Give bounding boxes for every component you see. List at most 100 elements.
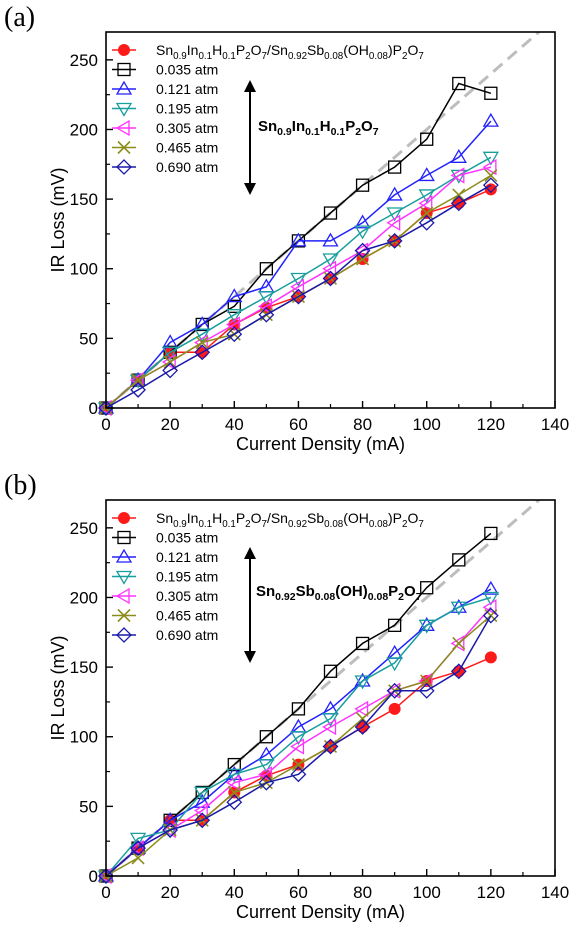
- data-point: [387, 160, 402, 174]
- data-point: [354, 214, 371, 229]
- text-span: In: [292, 118, 305, 135]
- data-point: [258, 758, 275, 773]
- x-axis-title: Current Density (mA): [236, 902, 405, 922]
- legend-label: 0.465 atm: [156, 608, 218, 624]
- legend-label: 0.465 atm: [156, 140, 218, 156]
- data-point: [162, 346, 179, 361]
- legend-marker: [116, 159, 132, 175]
- material-annotation: Sn0.9In0.1H0.1P2O7: [258, 118, 379, 138]
- legend-marker: [118, 44, 130, 56]
- text-span: Sn: [156, 510, 173, 526]
- data-point: [482, 599, 497, 616]
- data-point: [386, 207, 403, 222]
- data-point: [354, 225, 371, 240]
- text-span: /Sn: [267, 510, 288, 526]
- data-point: [420, 674, 434, 688]
- data-point: [452, 636, 466, 651]
- data-point: [227, 785, 241, 800]
- legend: Sn0.9In0.1H0.1P2O7/Sn0.92Sb0.08(OH0.08)P…: [112, 42, 424, 175]
- data-point: [386, 186, 403, 201]
- text-span: P: [236, 510, 245, 526]
- subscript-span: 0.1: [198, 51, 212, 62]
- legend-label: 0.305 atm: [156, 588, 218, 604]
- data-point: [258, 290, 275, 305]
- text-span: (OH): [335, 583, 368, 600]
- data-point: [322, 232, 339, 247]
- data-point: [194, 328, 211, 343]
- subscript-span: 2: [402, 519, 407, 530]
- text-span: O: [251, 510, 262, 526]
- data-point: [131, 851, 145, 865]
- text-span: (OH: [343, 42, 369, 58]
- data-point: [323, 206, 338, 220]
- subscript-span: 2: [245, 51, 250, 62]
- series-0.121-atm: [97, 112, 499, 414]
- data-point: [226, 309, 243, 323]
- data-point: [258, 306, 275, 323]
- data-point: [482, 177, 499, 194]
- data-point: [194, 786, 211, 801]
- data-point: [290, 731, 307, 746]
- data-point: [130, 840, 146, 857]
- text-span: (OH: [343, 510, 369, 526]
- subscript-span: 7: [373, 126, 379, 138]
- text-span: O: [407, 42, 418, 58]
- data-point: [484, 526, 498, 541]
- y-tick-label: 150: [70, 190, 98, 209]
- subscript-span: 7: [262, 51, 267, 62]
- y-tick-label: 200: [70, 120, 98, 139]
- x-tick-label: 0: [101, 883, 110, 902]
- data-point: [323, 664, 338, 678]
- text-span: )P: [388, 510, 402, 526]
- data-point: [322, 712, 339, 727]
- data-point: [418, 189, 435, 204]
- data-point: [226, 794, 243, 811]
- x-tick-label: 20: [161, 415, 180, 434]
- y-tick-label: 250: [70, 51, 98, 70]
- data-point: [291, 758, 305, 772]
- data-point: [194, 344, 211, 361]
- text-span: In: [187, 42, 199, 58]
- y-tick-label: 0: [89, 867, 98, 886]
- data-point: [450, 635, 465, 652]
- subscript-span: 2: [245, 519, 250, 530]
- chart-panel-a: (a) 0 20 40 60 80 100 120 140 0 50 100 150 200 250 Curr…: [4, 2, 569, 454]
- data-point: [354, 700, 369, 718]
- data-point: [258, 774, 275, 791]
- data-point: [322, 253, 339, 268]
- legend-label: 0.690 atm: [156, 159, 218, 175]
- series-0.690-atm: [98, 177, 499, 416]
- y-tick-label: 250: [70, 519, 98, 538]
- x-tick-label: 120: [477, 415, 505, 434]
- x-tick-label: 140: [541, 883, 569, 902]
- text-span: P: [236, 42, 245, 58]
- data-point: [290, 766, 307, 783]
- legend-marker: [115, 548, 133, 563]
- y-tick-label: 50: [79, 797, 98, 816]
- legend-label: 0.690 atm: [156, 627, 218, 643]
- data-point: [388, 702, 401, 715]
- subscript-span: 7: [418, 519, 423, 530]
- text-span: Sb: [307, 510, 324, 526]
- data-point: [420, 206, 434, 220]
- y-tick-label: 50: [79, 329, 98, 348]
- text-span: Sn: [156, 42, 173, 58]
- subscript-span: 0.08: [369, 519, 389, 530]
- legend-label: Sn0.9In0.1H0.1P2O7/Sn0.92Sb0.08(OH0.08)P…: [156, 510, 424, 530]
- panel-letter: (a): [4, 2, 35, 33]
- data-point: [418, 619, 435, 634]
- subscript-span: 0.1: [222, 51, 236, 62]
- x-tick-label: 40: [225, 883, 244, 902]
- subscript-span: 7: [418, 51, 423, 62]
- subscript-span: 7: [262, 519, 267, 530]
- text-span: O: [361, 118, 373, 135]
- legend-label: 0.035 atm: [156, 62, 218, 78]
- data-point: [354, 242, 369, 259]
- data-point: [354, 675, 371, 690]
- data-point: [162, 822, 179, 838]
- legend-marker: [117, 140, 131, 155]
- data-point: [482, 158, 497, 176]
- data-point: [484, 86, 498, 100]
- data-point: [130, 381, 146, 398]
